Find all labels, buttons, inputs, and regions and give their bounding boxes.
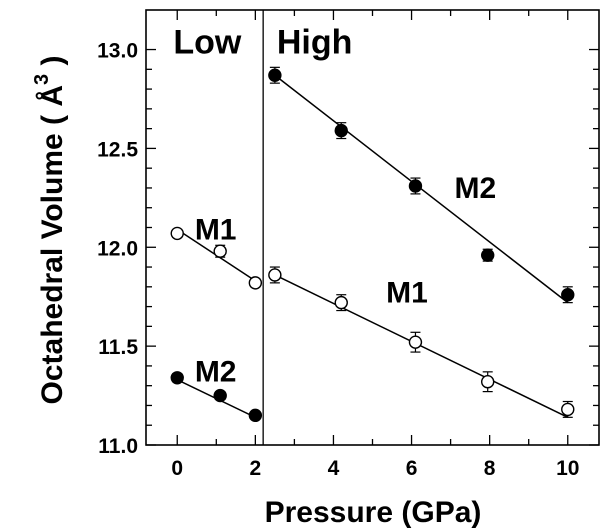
y-tick-label: 11.0: [98, 435, 138, 458]
y-axis-label-main: Octahedral Volume ( Å: [36, 85, 69, 405]
open-data-point: [481, 375, 495, 389]
x-tick-label: 6: [406, 457, 418, 480]
y-tick-label: 13.0: [97, 40, 138, 63]
region-label: High: [277, 24, 353, 62]
open-data-point: [408, 335, 423, 349]
axes: 0 2 4 6 8 10 11.0 11.5 12.0 12.5 13.0: [97, 9, 600, 480]
y-axis-label-close: ): [36, 56, 69, 74]
data-points: [170, 66, 575, 423]
x-tick-label: 8: [484, 457, 496, 480]
open-data-point: [213, 244, 227, 258]
open-data-point: [561, 402, 575, 417]
series-label: M2: [195, 356, 237, 389]
open-data-point: [248, 276, 263, 290]
fit-line: [274, 274, 569, 418]
series-label: M1: [195, 213, 237, 246]
open-data-point: [170, 226, 184, 241]
filled-data-point: [248, 408, 263, 423]
filled-data-point: [170, 371, 184, 385]
filled-data-point: [408, 179, 423, 193]
x-tick-label: 4: [328, 457, 340, 480]
filled-data-point: [268, 68, 282, 82]
y-tick-label: 12.5: [97, 138, 138, 161]
series-label: M2: [455, 172, 497, 205]
open-data-point: [268, 268, 282, 282]
filled-data-point: [334, 123, 348, 138]
x-axis-label: Pressure (GPa): [265, 496, 482, 529]
filled-data-point: [213, 388, 227, 403]
open-data-point: [334, 295, 348, 310]
y-tick-label: 11.5: [98, 336, 138, 359]
region-label: Low: [173, 24, 242, 62]
y-tick-label: 12.0: [97, 237, 138, 260]
x-tick-label: 10: [556, 457, 579, 480]
y-axis-label: Octahedral Volume ( Å3 ): [31, 56, 69, 405]
filled-data-point: [481, 248, 495, 262]
labels: Pressure (GPa) Octahedral Volume ( Å3 ) …: [31, 24, 496, 530]
x-tick-label: 0: [171, 457, 183, 480]
y-axis-label-superscript: 3: [31, 74, 53, 85]
x-tick-label: 2: [250, 457, 262, 480]
series-label: M1: [386, 277, 428, 310]
filled-data-point: [561, 288, 575, 302]
